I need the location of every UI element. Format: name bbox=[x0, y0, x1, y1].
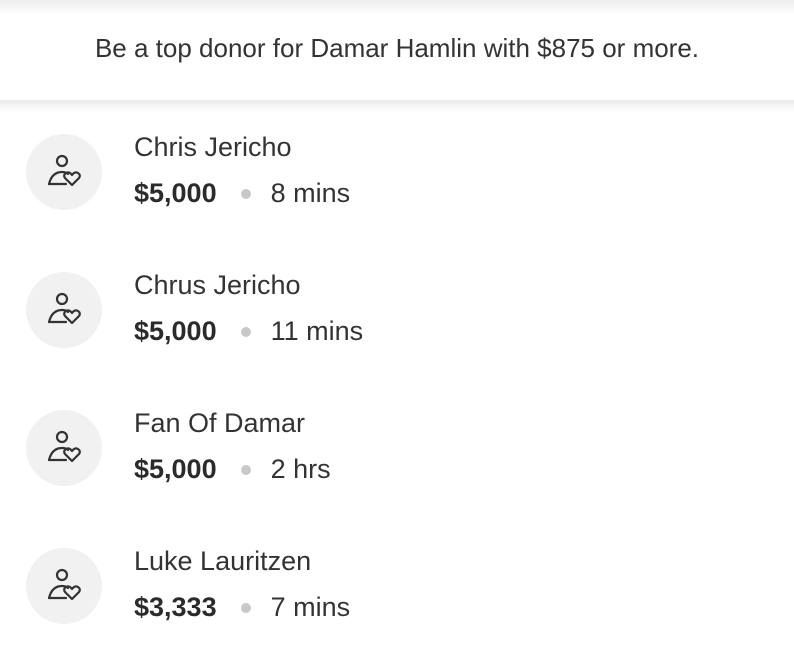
donor-row[interactable]: Chris Jericho $5,000 8 mins bbox=[0, 132, 794, 234]
donor-avatar bbox=[26, 410, 102, 486]
donation-time: 7 mins bbox=[270, 592, 351, 622]
donor-heart-icon bbox=[47, 430, 81, 463]
divider bbox=[0, 100, 794, 112]
donor-avatar bbox=[26, 272, 102, 348]
separator-dot bbox=[240, 464, 251, 475]
donation-amount: $3,333 bbox=[134, 592, 217, 622]
donor-avatar bbox=[26, 134, 102, 210]
donor-row[interactable]: Fan Of Damar $5,000 2 hrs bbox=[0, 408, 794, 510]
donation-meta: $3,333 7 mins bbox=[134, 592, 350, 623]
separator-dot bbox=[240, 602, 251, 613]
donation-meta: $5,000 2 hrs bbox=[134, 454, 331, 485]
top-shadow bbox=[0, 0, 794, 14]
top-donor-banner: Be a top donor for Damar Hamlin with $87… bbox=[0, 0, 794, 100]
donation-amount: $5,000 bbox=[134, 454, 217, 484]
donation-meta: $5,000 8 mins bbox=[134, 178, 350, 209]
banner-text: Be a top donor for Damar Hamlin with $87… bbox=[94, 32, 700, 63]
donor-heart-icon bbox=[47, 568, 81, 601]
donor-heart-icon bbox=[47, 292, 81, 325]
donor-row[interactable]: Luke Lauritzen $3,333 7 mins bbox=[0, 546, 794, 648]
donor-row[interactable]: Chrus Jericho $5,000 11 mins bbox=[0, 270, 794, 372]
donor-name: Chris Jericho bbox=[134, 132, 292, 162]
donor-name: Luke Lauritzen bbox=[134, 546, 312, 576]
separator-dot bbox=[240, 188, 251, 199]
donor-name: Fan Of Damar bbox=[134, 408, 306, 438]
donation-amount: $5,000 bbox=[134, 178, 217, 208]
separator-dot bbox=[240, 326, 251, 337]
donation-time: 2 hrs bbox=[270, 454, 331, 484]
donation-amount: $5,000 bbox=[134, 316, 217, 346]
donation-meta: $5,000 11 mins bbox=[134, 316, 363, 347]
donor-name: Chrus Jericho bbox=[134, 270, 301, 300]
donor-heart-icon bbox=[47, 154, 81, 187]
donor-avatar bbox=[26, 548, 102, 624]
donation-time: 11 mins bbox=[270, 316, 364, 346]
donation-time: 8 mins bbox=[270, 178, 351, 208]
